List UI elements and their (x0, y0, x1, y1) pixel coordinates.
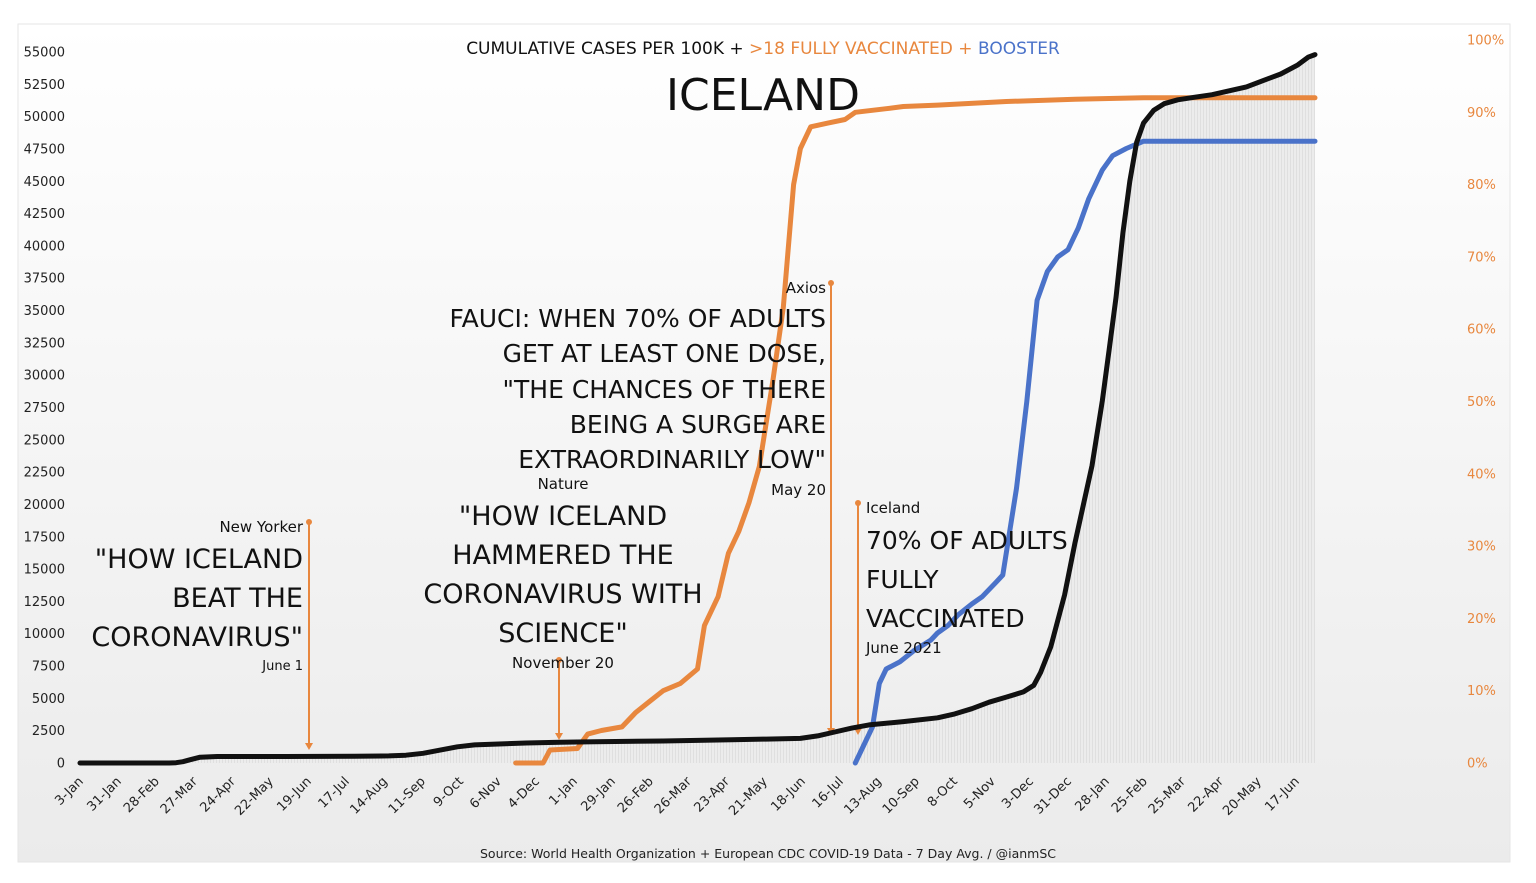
annotation-headline-line: FAUCI: WHEN 70% OF ADULTS (450, 304, 826, 333)
annotation-source: New Yorker (219, 518, 303, 536)
annotation-arrow-head (555, 733, 563, 740)
annotation-date: May 20 (771, 481, 826, 499)
right-axis-tick-label: 20% (1467, 612, 1496, 627)
left-axis-tick-label: 10000 (24, 627, 65, 642)
annotation-source: Axios (786, 279, 826, 297)
annotation-arrow-dot (855, 500, 861, 506)
title-part-vaccinated: >18 FULLY VACCINATED + (749, 39, 978, 59)
annotation-headline-line: FULLY (866, 565, 939, 594)
annotation-headline-line: SCIENCE" (498, 618, 628, 649)
annotation-source: Nature (538, 475, 589, 493)
annotation-headline-line: BEING A SURGE ARE (570, 410, 826, 439)
left-axis-tick-label: 37500 (24, 272, 65, 287)
left-axis-tick-label: 35000 (24, 304, 65, 319)
right-axis-tick-label: 60% (1467, 323, 1496, 338)
right-axis-tick-label: 30% (1467, 540, 1496, 555)
right-axis-tick-label: 80% (1467, 178, 1496, 193)
right-axis-tick-label: 50% (1467, 395, 1496, 410)
left-axis-tick-label: 27500 (24, 401, 65, 416)
right-axis-tick-label: 90% (1467, 106, 1496, 121)
annotation-nature: Nature "HOW ICELAND HAMMERED THE CORONAV… (423, 475, 702, 672)
title-part-cases: CUMULATIVE CASES PER 100K + (466, 39, 749, 59)
left-axis-tick-label: 20000 (24, 498, 65, 513)
annotation-headline-line: GET AT LEAST ONE DOSE, (503, 339, 826, 368)
annotation-iceland: Iceland 70% OF ADULTS FULLY VACCINATED J… (865, 499, 1068, 657)
annotation-arrows (305, 280, 862, 750)
left-axis-tick-label: 2500 (32, 724, 65, 739)
annotation-date: June 1 (261, 659, 303, 674)
right-axis-tick-label: 0% (1467, 757, 1488, 772)
left-axis-tick-label: 0 (57, 757, 65, 772)
right-axis-tick-label: 70% (1467, 250, 1496, 265)
left-axis-tick-label: 32500 (24, 336, 65, 351)
annotation-arrow-dot (828, 280, 834, 286)
left-axis-tick-label: 30000 (24, 369, 65, 384)
left-axis-tick-label: 50000 (24, 110, 65, 125)
left-axis-tick-label: 22500 (24, 466, 65, 481)
annotation-headline-line: VACCINATED (866, 604, 1025, 633)
left-axis-tick-label: 12500 (24, 595, 65, 610)
chart-title: ICELAND (666, 70, 860, 121)
right-axis-ticks: 0% 10% 20% 30% 40% 50% 60% 70% 80% 90% 100% (1467, 34, 1504, 772)
title-part-booster: BOOSTER (978, 39, 1060, 59)
annotation-headline-line: 70% OF ADULTS (866, 526, 1068, 555)
cases-area (80, 54, 1315, 764)
annotation-headline-line: BEAT THE (172, 583, 303, 614)
annotation-date: June 2021 (865, 639, 942, 657)
annotation-headline-line: "THE CHANCES OF THERE (503, 375, 826, 404)
right-axis-tick-label: 40% (1467, 467, 1496, 482)
annotation-source: Iceland (866, 499, 920, 517)
annotation-headline-line: "HOW ICELAND (95, 544, 303, 575)
right-axis-tick-label: 100% (1467, 34, 1504, 49)
annotation-arrow-dot (556, 657, 562, 663)
vaccinated-line (513, 95, 1318, 766)
annotation-axios: Axios FAUCI: WHEN 70% OF ADULTS GET AT L… (450, 279, 827, 499)
annotation-headline-line: EXTRAORDINARILY LOW" (518, 445, 826, 474)
left-axis-tick-label: 25000 (24, 433, 65, 448)
left-axis-tick-label: 17500 (24, 530, 65, 545)
annotation-headline-line: HAMMERED THE (452, 540, 673, 571)
annotation-date: November 20 (512, 654, 614, 672)
left-axis-tick-label: 42500 (24, 207, 65, 222)
annotation-headline-line: "HOW ICELAND (459, 501, 667, 532)
annotation-new-yorker: New Yorker "HOW ICELAND BEAT THE CORONAV… (91, 518, 303, 674)
chart-supertitle: CUMULATIVE CASES PER 100K + >18 FULLY VA… (466, 39, 1060, 59)
booster-line (852, 138, 1318, 766)
annotation-headline-line: CORONAVIRUS" (91, 622, 303, 653)
left-axis-ticks: 0 2500 5000 7500 10000 12500 15000 17500 20000 22… (24, 46, 65, 772)
right-axis-tick-label: 10% (1467, 684, 1496, 699)
left-axis-tick-label: 47500 (24, 142, 65, 157)
chart-footer-source: Source: World Health Organization + Euro… (480, 846, 1056, 861)
left-axis-tick-label: 40000 (24, 239, 65, 254)
annotation-arrow-dot (306, 519, 312, 525)
left-axis-tick-label: 5000 (32, 692, 65, 707)
left-axis-tick-label: 15000 (24, 563, 65, 578)
cases-line (77, 52, 1318, 766)
annotation-arrow-head (305, 743, 313, 750)
left-axis-tick-label: 52500 (24, 78, 65, 93)
left-axis-tick-label: 55000 (24, 46, 65, 61)
left-axis-tick-label: 7500 (32, 660, 65, 675)
annotation-headline-line: CORONAVIRUS WITH (423, 579, 702, 610)
left-axis-tick-label: 45000 (24, 175, 65, 190)
